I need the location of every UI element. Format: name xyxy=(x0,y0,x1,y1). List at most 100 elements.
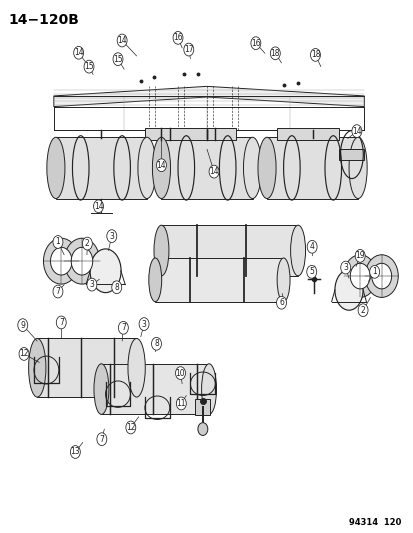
Text: 14: 14 xyxy=(93,202,103,211)
Circle shape xyxy=(87,278,97,291)
Text: 3: 3 xyxy=(109,232,114,240)
Text: 14: 14 xyxy=(117,36,127,45)
Text: 3: 3 xyxy=(141,320,146,328)
Text: 8: 8 xyxy=(114,283,119,292)
Text: 7: 7 xyxy=(55,287,60,296)
Text: 3: 3 xyxy=(342,263,347,272)
Ellipse shape xyxy=(94,364,109,415)
Text: 14−120B: 14−120B xyxy=(8,13,79,27)
Circle shape xyxy=(176,397,186,410)
Text: 8: 8 xyxy=(154,340,159,348)
Circle shape xyxy=(18,319,28,332)
Circle shape xyxy=(19,348,29,360)
Text: 10: 10 xyxy=(175,369,185,377)
Text: 6: 6 xyxy=(278,298,283,307)
Text: 7: 7 xyxy=(121,324,126,332)
Text: 19: 19 xyxy=(354,252,364,260)
Text: 94314  120: 94314 120 xyxy=(348,518,401,527)
Text: 5: 5 xyxy=(309,268,313,276)
Text: 1: 1 xyxy=(371,268,376,276)
Text: 18: 18 xyxy=(310,51,319,59)
Circle shape xyxy=(306,240,316,253)
Text: 13: 13 xyxy=(70,448,80,456)
Bar xyxy=(155,258,283,302)
Text: 7: 7 xyxy=(99,435,104,443)
Circle shape xyxy=(369,265,379,278)
Text: 15: 15 xyxy=(113,55,123,63)
Polygon shape xyxy=(54,86,363,107)
Ellipse shape xyxy=(152,137,170,198)
Circle shape xyxy=(250,37,260,50)
Circle shape xyxy=(276,296,286,309)
Text: 2: 2 xyxy=(85,239,90,248)
Circle shape xyxy=(306,265,316,278)
Circle shape xyxy=(118,321,128,334)
Ellipse shape xyxy=(201,364,216,415)
Circle shape xyxy=(197,423,207,435)
Text: 14: 14 xyxy=(351,127,361,135)
Circle shape xyxy=(53,236,63,248)
Circle shape xyxy=(50,247,72,275)
Circle shape xyxy=(310,49,320,61)
Text: 2: 2 xyxy=(360,306,365,314)
Text: 11: 11 xyxy=(176,399,185,408)
Circle shape xyxy=(371,263,391,289)
Circle shape xyxy=(175,367,185,379)
Text: 7: 7 xyxy=(59,318,64,327)
Text: 12: 12 xyxy=(19,350,28,358)
Circle shape xyxy=(71,247,93,275)
Circle shape xyxy=(139,318,149,330)
Text: 17: 17 xyxy=(183,45,193,54)
Bar xyxy=(101,364,209,415)
Circle shape xyxy=(112,281,121,294)
Text: 16: 16 xyxy=(173,34,183,42)
Circle shape xyxy=(82,237,92,250)
Bar xyxy=(161,225,297,276)
Circle shape xyxy=(84,60,94,73)
Circle shape xyxy=(340,261,350,274)
Ellipse shape xyxy=(257,137,275,198)
Circle shape xyxy=(97,433,107,446)
Circle shape xyxy=(56,316,66,329)
Circle shape xyxy=(113,53,123,66)
Bar xyxy=(37,338,136,397)
Text: 14: 14 xyxy=(74,49,83,57)
Ellipse shape xyxy=(334,270,362,310)
Circle shape xyxy=(354,249,364,262)
Circle shape xyxy=(64,238,100,284)
Ellipse shape xyxy=(28,338,46,397)
Text: 14: 14 xyxy=(209,167,218,176)
Circle shape xyxy=(209,165,218,178)
Circle shape xyxy=(156,159,166,172)
Polygon shape xyxy=(145,128,235,140)
Circle shape xyxy=(151,337,161,350)
Text: 3: 3 xyxy=(89,280,94,289)
Ellipse shape xyxy=(47,137,65,198)
Text: 14: 14 xyxy=(156,161,166,169)
Bar xyxy=(161,137,252,198)
Circle shape xyxy=(173,31,183,44)
Text: 18: 18 xyxy=(270,49,279,58)
Bar xyxy=(266,137,357,198)
Ellipse shape xyxy=(243,137,261,198)
Ellipse shape xyxy=(290,225,305,276)
Polygon shape xyxy=(277,128,339,140)
Text: 12: 12 xyxy=(126,423,135,432)
Bar xyxy=(56,137,147,198)
Circle shape xyxy=(53,285,63,298)
Circle shape xyxy=(117,34,127,47)
Ellipse shape xyxy=(128,338,145,397)
Text: 16: 16 xyxy=(250,39,260,47)
Ellipse shape xyxy=(90,249,121,293)
Circle shape xyxy=(43,238,79,284)
Ellipse shape xyxy=(276,258,290,302)
Circle shape xyxy=(351,125,361,138)
Circle shape xyxy=(364,255,397,297)
Circle shape xyxy=(70,446,80,458)
Text: 1: 1 xyxy=(55,238,60,246)
Circle shape xyxy=(183,43,193,56)
Text: 15: 15 xyxy=(84,62,94,71)
Circle shape xyxy=(126,421,135,434)
Ellipse shape xyxy=(348,137,366,198)
Text: 4: 4 xyxy=(309,243,314,251)
